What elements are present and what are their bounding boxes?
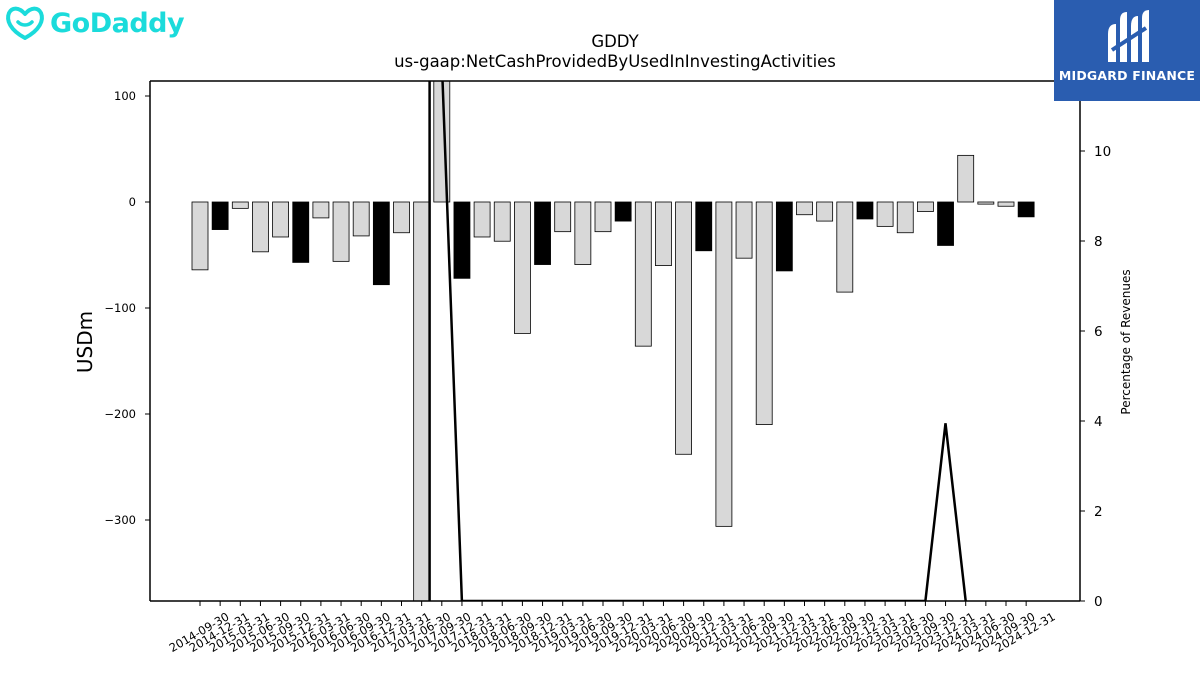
bar [775, 201, 793, 272]
y2-tick-label: 0 [1094, 594, 1103, 610]
midgard-logo-icon [1108, 10, 1149, 62]
y2-tick-label: 10 [1094, 144, 1111, 160]
bar [292, 201, 310, 263]
bar [372, 201, 390, 286]
bar [231, 201, 249, 209]
bar [534, 201, 551, 265]
bar [312, 201, 330, 219]
bar [413, 201, 431, 601]
bar [252, 201, 269, 253]
bar [836, 201, 854, 293]
godaddy-logo: GoDaddy [4, 4, 185, 42]
bar [655, 201, 672, 266]
y2-axis-label: Percentage of Revenues [1119, 269, 1133, 414]
bar [997, 201, 1015, 207]
bar [453, 201, 471, 279]
y2-tick-label: 4 [1094, 414, 1103, 430]
midgard-finance-logo: MIDGARD FINANCE [1054, 0, 1200, 101]
bar [937, 201, 954, 246]
y-tick-label: −200 [104, 407, 136, 421]
percentage-line [428, 81, 967, 601]
bar [896, 201, 914, 234]
bar [554, 201, 572, 233]
y-tick-label: −100 [104, 301, 136, 315]
bar [514, 201, 531, 334]
axes-layer [145, 80, 1085, 606]
bar [715, 201, 733, 527]
y-tick-label: 0 [129, 195, 136, 209]
bar [211, 201, 229, 230]
bar [1017, 201, 1035, 218]
bar [473, 201, 491, 238]
bar [393, 201, 410, 234]
y-axis-label: USDm [73, 311, 97, 373]
bar [957, 154, 975, 203]
bar [695, 201, 713, 252]
godaddy-logo-text: GoDaddy [50, 7, 185, 39]
bar [493, 201, 511, 242]
labels-layer: 1000−100−200−30002468102014-09-302014-12… [73, 89, 1133, 655]
midgard-logo-text: MIDGARD FINANCE [1058, 68, 1196, 83]
bar [876, 201, 894, 227]
chart-subtitle: us-gaap:NetCashProvidedByUsedInInvesting… [394, 52, 836, 71]
bar [634, 201, 652, 347]
bar [917, 201, 934, 212]
bar [977, 201, 995, 205]
y2-tick-label: 6 [1094, 324, 1103, 340]
bar [574, 201, 592, 265]
bar [272, 201, 290, 238]
bar [594, 201, 612, 233]
y2-tick-label: 8 [1094, 234, 1103, 250]
bar [614, 201, 632, 222]
godaddy-logo-icon [6, 6, 44, 40]
bar [332, 201, 350, 262]
bar [191, 201, 209, 271]
bar [856, 201, 874, 220]
bar [796, 201, 813, 216]
y-tick-label: 100 [114, 89, 136, 103]
line-layer [428, 81, 967, 601]
chart-title: GDDY [591, 32, 639, 51]
bar [352, 201, 370, 237]
bars-layer [191, 81, 1035, 601]
bar [735, 201, 753, 259]
bar [755, 201, 773, 426]
y2-tick-label: 2 [1094, 504, 1103, 520]
bar [816, 201, 834, 222]
bar [675, 201, 692, 455]
y-tick-label: −300 [104, 513, 136, 527]
